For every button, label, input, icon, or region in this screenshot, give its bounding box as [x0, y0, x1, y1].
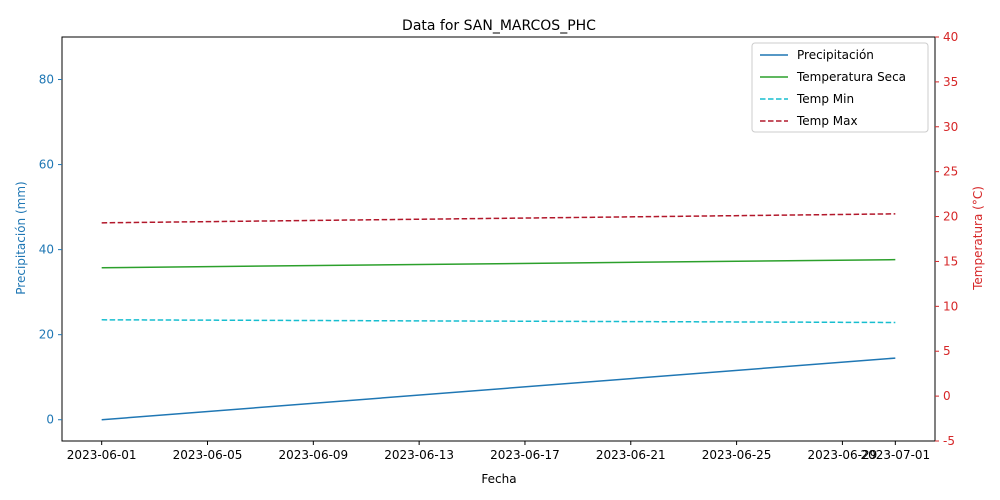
- x-tick-label: 2023-06-25: [702, 448, 772, 462]
- legend-label-3: Temp Max: [796, 114, 858, 128]
- x-tick-label: 2023-07-01: [860, 448, 930, 462]
- right-tick-label: 10: [943, 299, 958, 313]
- legend-box: [751, 42, 929, 133]
- series-line-0: [101, 357, 896, 421]
- series-line-3: [101, 213, 896, 224]
- x-axis-title: Fecha: [481, 472, 516, 486]
- right-tick-label: 15: [943, 254, 958, 268]
- left-tick-label: 80: [39, 73, 54, 87]
- right-tick-label: 20: [943, 210, 958, 224]
- chart-title: Data for SAN_MARCOS_PHC: [402, 18, 596, 34]
- right-tick-label: 30: [943, 120, 958, 134]
- right-tick-label: 35: [943, 75, 958, 89]
- legend-label-1: Temperatura Seca: [796, 70, 906, 84]
- x-tick-label: 2023-06-21: [596, 448, 666, 462]
- right-tick-label: -5: [943, 434, 955, 448]
- legend-label-0: Precipitación: [797, 48, 874, 62]
- x-tick-label: 2023-06-05: [173, 448, 243, 462]
- x-tick-label: 2023-06-01: [67, 448, 137, 462]
- right-tick-label: 25: [943, 165, 958, 179]
- left-axis-title: Precipitación (mm): [14, 181, 28, 294]
- left-tick-label: 40: [39, 243, 54, 257]
- left-tick-label: 20: [39, 328, 54, 342]
- series-line-2: [101, 319, 896, 324]
- right-tick-label: 40: [943, 30, 958, 44]
- x-tick-label: 2023-06-13: [384, 448, 454, 462]
- x-tick-label: 2023-06-17: [490, 448, 560, 462]
- legend-label-2: Temp Min: [796, 92, 854, 106]
- series-line-1: [101, 258, 896, 269]
- right-axis-title: Temperatura (°C): [971, 186, 985, 291]
- plot-frame: [61, 36, 936, 442]
- left-tick-label: 0: [46, 413, 54, 427]
- left-tick-label: 60: [39, 158, 54, 172]
- right-tick-label: 5: [943, 344, 951, 358]
- legend: Precipitación Temperatura Seca Temp Min Tem…: [751, 42, 929, 133]
- right-tick-label: 0: [943, 389, 951, 403]
- x-tick-label: 2023-06-29: [808, 448, 878, 462]
- x-tick-label: 2023-06-09: [278, 448, 348, 462]
- plot-area: 2023-06-01 2023-06-05 2023-06-09 2023-06-13…: [39, 30, 959, 462]
